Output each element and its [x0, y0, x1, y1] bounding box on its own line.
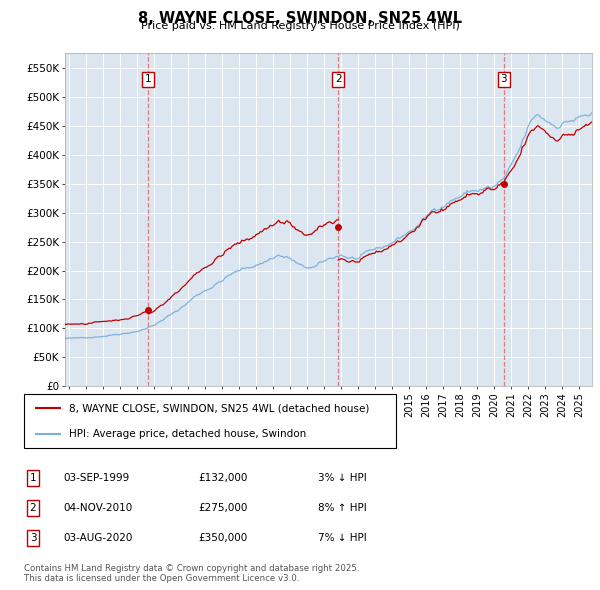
Text: 3% ↓ HPI: 3% ↓ HPI [318, 473, 367, 483]
Text: 3: 3 [29, 533, 37, 543]
Text: £275,000: £275,000 [198, 503, 247, 513]
Text: 8% ↑ HPI: 8% ↑ HPI [318, 503, 367, 513]
Text: £350,000: £350,000 [198, 533, 247, 543]
Text: 1: 1 [29, 473, 37, 483]
Text: 8, WAYNE CLOSE, SWINDON, SN25 4WL: 8, WAYNE CLOSE, SWINDON, SN25 4WL [138, 11, 462, 25]
Text: 3: 3 [500, 74, 507, 84]
FancyBboxPatch shape [24, 394, 396, 448]
Text: 2: 2 [335, 74, 341, 84]
Text: 03-SEP-1999: 03-SEP-1999 [63, 473, 129, 483]
Text: HPI: Average price, detached house, Swindon: HPI: Average price, detached house, Swin… [68, 430, 306, 440]
Text: 04-NOV-2010: 04-NOV-2010 [63, 503, 132, 513]
Text: Contains HM Land Registry data © Crown copyright and database right 2025.
This d: Contains HM Land Registry data © Crown c… [24, 563, 359, 583]
Text: 8, WAYNE CLOSE, SWINDON, SN25 4WL (detached house): 8, WAYNE CLOSE, SWINDON, SN25 4WL (detac… [68, 403, 369, 413]
Text: 1: 1 [145, 74, 152, 84]
Text: 2: 2 [29, 503, 37, 513]
Text: 03-AUG-2020: 03-AUG-2020 [63, 533, 133, 543]
Text: 7% ↓ HPI: 7% ↓ HPI [318, 533, 367, 543]
Text: £132,000: £132,000 [198, 473, 247, 483]
Text: Price paid vs. HM Land Registry's House Price Index (HPI): Price paid vs. HM Land Registry's House … [140, 21, 460, 31]
